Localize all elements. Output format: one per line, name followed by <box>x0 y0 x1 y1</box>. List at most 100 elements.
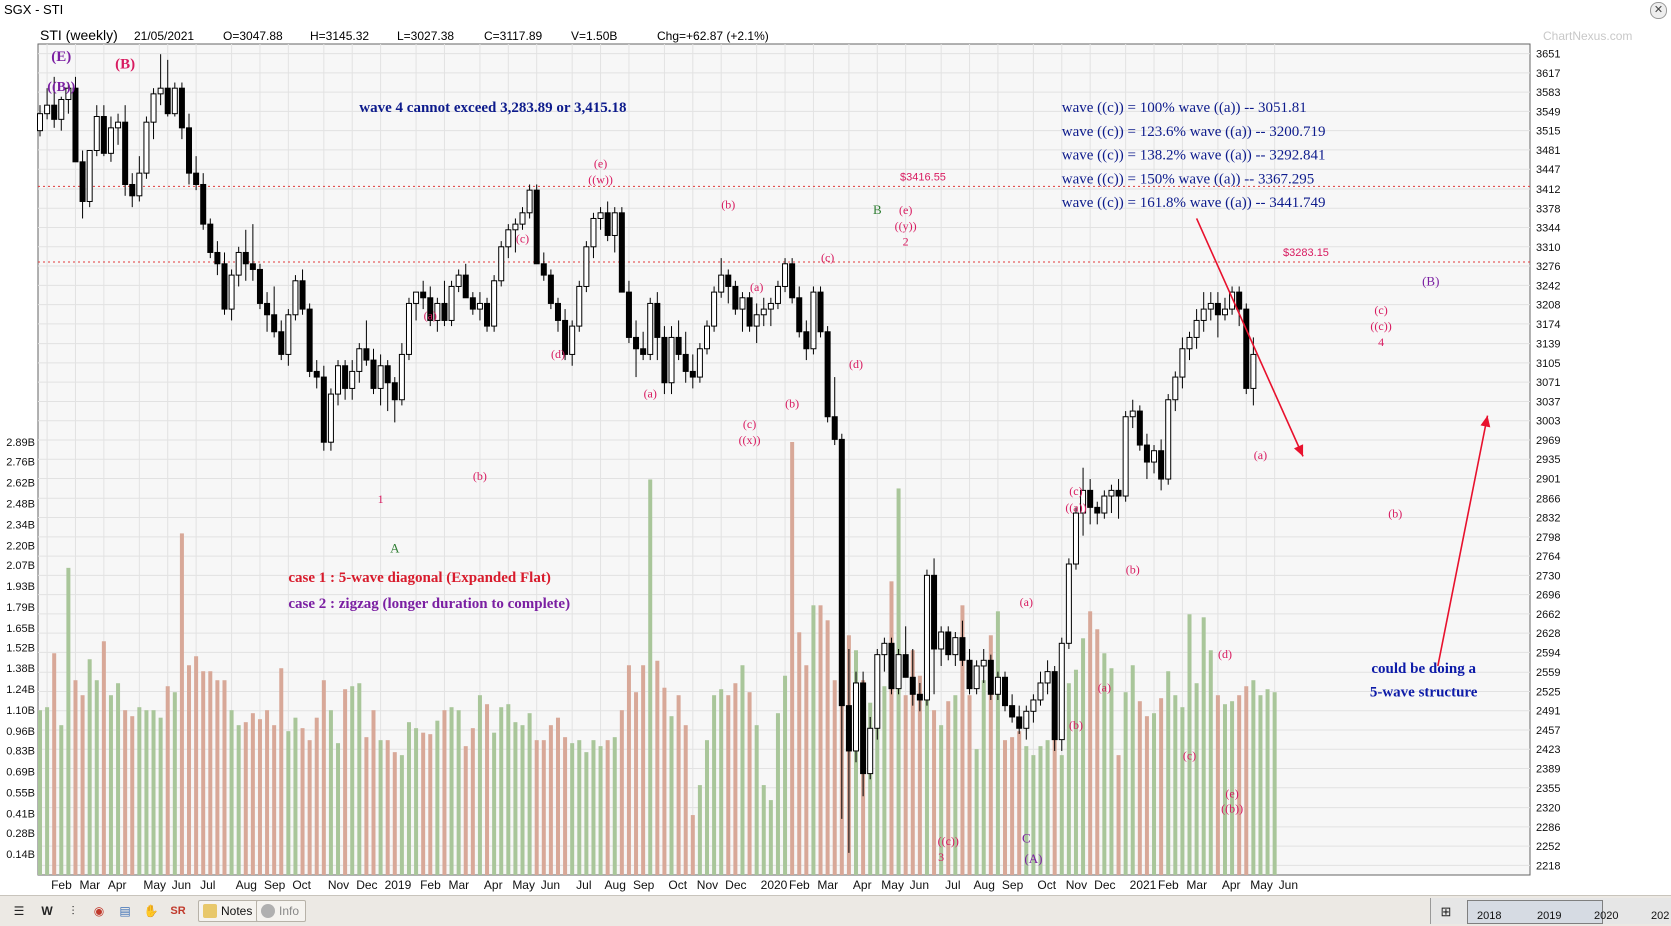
wave-label: C <box>1022 831 1031 846</box>
volume-bar <box>832 680 837 875</box>
candle-body <box>1229 291 1236 310</box>
candle-body <box>427 297 434 321</box>
candle-body <box>696 348 703 378</box>
notes-button[interactable]: Notes <box>198 900 260 922</box>
wave-label: (b) <box>473 469 487 483</box>
wave-label: wave ((c)) = 150% wave ((a)) -- 3367.295 <box>1062 171 1315 187</box>
time-tick-label: Aug <box>605 878 626 892</box>
volume-bar <box>662 687 667 875</box>
wave-label: (E) <box>51 49 71 65</box>
volume-bar <box>1066 683 1071 875</box>
wave-label: 4 <box>1378 335 1384 349</box>
candle-body <box>938 631 945 650</box>
candle-body <box>583 246 590 287</box>
candle-body <box>356 348 363 372</box>
volume-bar <box>712 695 717 875</box>
candle-body <box>739 297 746 310</box>
volume-bar <box>1137 701 1142 875</box>
volume-bar <box>144 710 149 875</box>
volume-bar <box>399 755 404 875</box>
price-tick-label: 3208 <box>1536 300 1560 312</box>
wave-label: (a) <box>1254 448 1267 462</box>
volume-bar <box>1230 701 1235 875</box>
close-icon[interactable]: ✕ <box>1650 2 1667 19</box>
volume-bar <box>236 725 241 875</box>
time-tick-label: Apr <box>1222 878 1241 892</box>
time-tick-label: 2021 <box>1130 878 1157 892</box>
time-tick-label: May <box>143 878 166 892</box>
candle-body <box>760 308 767 316</box>
candle-body <box>1101 495 1108 514</box>
volume-bar <box>130 716 135 875</box>
volume-value: V=1.50B <box>571 29 618 43</box>
candle-body <box>200 183 207 225</box>
candle-body <box>526 189 533 214</box>
volume-bar <box>690 815 695 875</box>
candle-body <box>1051 671 1058 741</box>
candle-body <box>342 365 349 389</box>
candle-body <box>186 127 193 174</box>
candle-body <box>994 676 1001 695</box>
info-button[interactable]: Info <box>256 900 307 922</box>
volume-tick-label: 0.55B <box>6 788 35 800</box>
candle-body <box>313 370 320 378</box>
candle-body <box>718 274 725 293</box>
candle-body <box>93 116 100 151</box>
volume-bar <box>818 605 823 875</box>
volume-bar <box>1152 713 1157 875</box>
volume-bar <box>910 650 915 875</box>
bottom-toolbar: ☰ W ⫶ ◉ ▤ ✋ SR Notes Info <box>0 895 1671 926</box>
pan-hand-icon[interactable]: ✋ <box>143 904 159 918</box>
volume-bar <box>1003 740 1008 875</box>
scroller-thumb[interactable] <box>1467 900 1603 924</box>
candle-body <box>746 297 753 327</box>
candle-body <box>214 251 221 265</box>
candle-body <box>824 331 831 418</box>
arrow-line <box>1195 218 1304 457</box>
candle-body <box>327 393 334 443</box>
time-tick-label: May <box>1250 878 1273 892</box>
volume-bar <box>513 722 518 875</box>
volume-bar <box>357 683 362 875</box>
candle-body <box>420 291 427 299</box>
wave-label: (b) <box>1126 563 1140 577</box>
candle-body <box>107 127 114 154</box>
candle-body <box>235 251 242 276</box>
arrow-line <box>1437 415 1489 667</box>
volume-bar <box>506 704 511 875</box>
candle-body <box>888 642 895 690</box>
candle-body <box>725 274 732 287</box>
candle-body <box>335 365 342 395</box>
time-tick-label: Apr <box>108 878 127 892</box>
volume-bar <box>612 737 617 875</box>
price-tick-label: 3071 <box>1536 377 1560 389</box>
volume-bar <box>790 442 795 875</box>
symbol-label: STI (weekly) <box>40 27 118 43</box>
candle-body <box>540 263 547 276</box>
weekly-button[interactable]: W <box>41 904 53 918</box>
wave-label: (b) <box>1069 718 1083 732</box>
time-tick-label: May <box>512 878 535 892</box>
chart-type-icon[interactable]: ⫶ <box>71 904 75 918</box>
time-tick-label: Jul <box>200 878 215 892</box>
time-tick-label: Feb <box>51 878 72 892</box>
color-wheel-icon[interactable]: ◉ <box>93 904 105 918</box>
candle-body <box>193 172 200 185</box>
properties-icon[interactable]: ▤ <box>119 904 131 918</box>
year-label: 202 <box>1651 910 1670 922</box>
timeline-scroller[interactable]: ⊞ 2018 2019 2020 202 <box>1430 898 1671 924</box>
wave-label: (a) <box>1098 680 1111 694</box>
price-volume-chart[interactable]: $3416.55 $3283.15 (E) ((B)) (B) wave 4 canno… <box>0 40 1671 895</box>
price-tick-label: 3447 <box>1536 164 1560 176</box>
volume-bar <box>825 620 830 875</box>
support-resistance-button[interactable]: SR <box>170 905 186 917</box>
menu-icon[interactable]: ☰ <box>13 904 25 918</box>
price-tick-label: 3515 <box>1536 126 1560 138</box>
time-tick-label: Oct <box>668 878 687 892</box>
volume-bar <box>151 710 156 875</box>
candle-body <box>441 302 448 321</box>
candle-body <box>675 336 682 355</box>
volume-bar <box>442 710 447 875</box>
volume-bar <box>783 675 788 875</box>
scroller-grip-icon[interactable]: ⊞ <box>1440 904 1452 919</box>
